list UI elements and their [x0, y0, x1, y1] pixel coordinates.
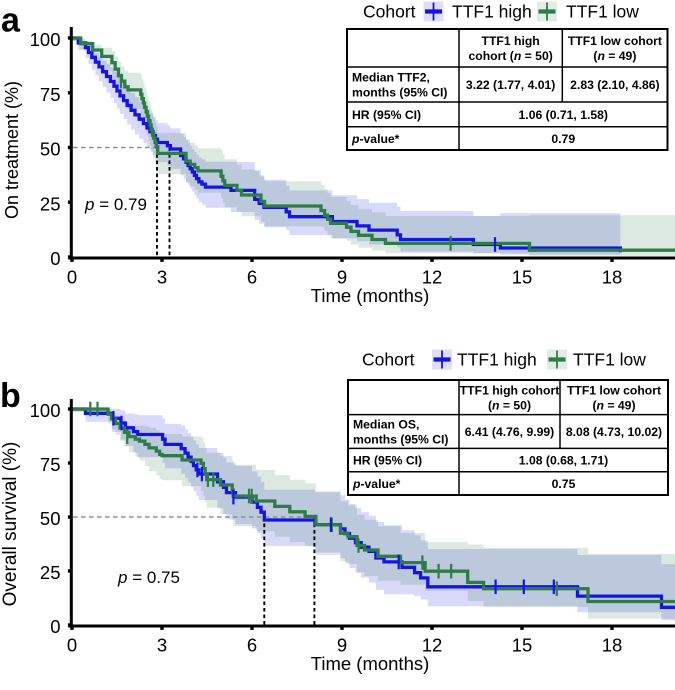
- svg-text:6: 6: [247, 635, 257, 656]
- svg-text:1.06 (0.71, 1.58): 1.06 (0.71, 1.58): [519, 108, 608, 122]
- svg-text:a: a: [1, 2, 21, 40]
- svg-text:Median OS,: Median OS,: [353, 418, 419, 432]
- svg-text:25: 25: [40, 562, 61, 583]
- svg-text:8.08 (4.73, 10.02): 8.08 (4.73, 10.02): [566, 425, 662, 439]
- svg-text:TTF1 high cohort: TTF1 high cohort: [460, 383, 560, 397]
- svg-text:p = 0.79: p = 0.79: [84, 195, 147, 214]
- svg-text:Cohort: Cohort: [363, 2, 416, 22]
- svg-text:p = 0.75: p = 0.75: [117, 568, 180, 587]
- svg-text:12: 12: [422, 635, 443, 656]
- svg-text:Cohort: Cohort: [362, 350, 415, 370]
- svg-text:TTF1 high: TTF1 high: [482, 34, 540, 48]
- svg-text:0: 0: [67, 635, 77, 656]
- svg-text:9: 9: [337, 267, 347, 288]
- svg-text:1.08 (0.68, 1.71): 1.08 (0.68, 1.71): [519, 454, 608, 468]
- svg-text:0: 0: [67, 267, 77, 288]
- svg-text:HR (95% CI): HR (95% CI): [353, 454, 422, 468]
- svg-text:TTF1 high: TTF1 high: [457, 350, 537, 370]
- svg-text:months (95% CI): months (95% CI): [352, 86, 447, 100]
- svg-text:Overall survival (%): Overall survival (%): [0, 442, 21, 607]
- svg-text:0: 0: [50, 248, 60, 269]
- svg-text:50: 50: [40, 508, 61, 529]
- svg-text:p-value*: p-value*: [351, 132, 400, 146]
- svg-text:3: 3: [157, 267, 167, 288]
- svg-text:100: 100: [30, 400, 61, 421]
- svg-text:15: 15: [512, 267, 533, 288]
- svg-text:(n = 49): (n = 49): [592, 398, 635, 412]
- svg-text:TTF1 low: TTF1 low: [573, 350, 646, 370]
- svg-text:0: 0: [50, 616, 60, 637]
- svg-text:Median TTF2,: Median TTF2,: [352, 71, 430, 85]
- svg-text:0.75: 0.75: [552, 477, 576, 491]
- svg-text:(n = 49): (n = 49): [593, 49, 636, 63]
- svg-text:12: 12: [422, 267, 443, 288]
- svg-text:cohort (n = 50): cohort (n = 50): [468, 49, 552, 63]
- svg-text:Time (months): Time (months): [311, 285, 430, 306]
- svg-text:9: 9: [337, 635, 347, 656]
- svg-text:75: 75: [40, 454, 61, 475]
- svg-text:b: b: [0, 377, 21, 415]
- svg-text:months (95% CI): months (95% CI): [353, 433, 448, 447]
- svg-text:p-value*: p-value*: [352, 477, 401, 491]
- svg-text:15: 15: [512, 635, 533, 656]
- svg-text:TTF1 high: TTF1 high: [452, 2, 532, 22]
- svg-text:50: 50: [40, 139, 61, 160]
- svg-text:Time (months): Time (months): [311, 653, 430, 674]
- svg-text:75: 75: [40, 84, 61, 105]
- svg-text:HR (95% CI): HR (95% CI): [352, 108, 421, 122]
- svg-text:100: 100: [30, 29, 61, 50]
- svg-text:6: 6: [247, 267, 257, 288]
- svg-text:25: 25: [40, 193, 61, 214]
- svg-text:(n = 50): (n = 50): [488, 398, 531, 412]
- svg-text:0.79: 0.79: [551, 132, 575, 146]
- svg-text:3.22 (1.77, 4.01): 3.22 (1.77, 4.01): [466, 78, 555, 92]
- svg-text:6.41 (4.76, 9.99): 6.41 (4.76, 9.99): [465, 425, 554, 439]
- svg-text:TTF1 low cohort: TTF1 low cohort: [567, 383, 661, 397]
- svg-text:18: 18: [602, 267, 623, 288]
- svg-text:TTF1 low: TTF1 low: [566, 2, 639, 22]
- svg-text:18: 18: [602, 635, 623, 656]
- svg-text:On treatment (%): On treatment (%): [2, 81, 22, 219]
- svg-text:TTF1 low cohort: TTF1 low cohort: [568, 34, 662, 48]
- svg-text:3: 3: [157, 635, 167, 656]
- svg-text:2.83 (2.10, 4.86): 2.83 (2.10, 4.86): [570, 78, 659, 92]
